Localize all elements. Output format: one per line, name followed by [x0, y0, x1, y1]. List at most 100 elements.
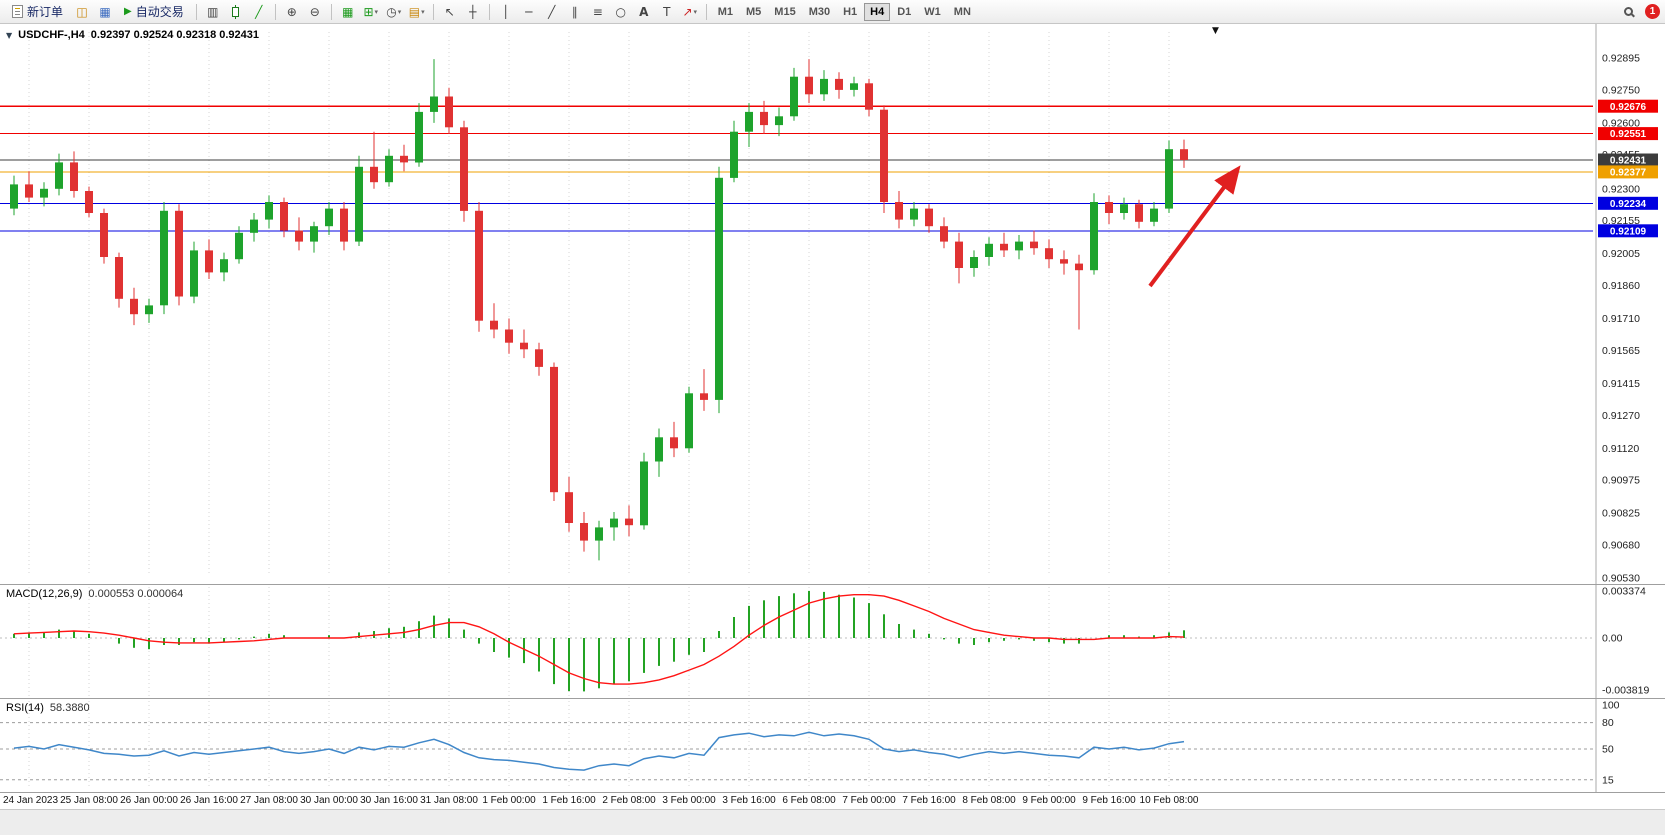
line-chart-icon: ╱	[255, 4, 263, 19]
horizontal-price-lines	[0, 105, 1593, 232]
timeframe-m1-button[interactable]: M1	[712, 3, 739, 21]
resistance-line-1-badge	[1598, 99, 1658, 113]
indicators-add-icon: ⊞	[363, 4, 374, 19]
chevron-down-icon: ▾	[374, 7, 379, 16]
line-chart-button[interactable]: ╱	[248, 2, 270, 22]
vertical-line-icon: │	[502, 4, 510, 19]
time-axis-label: 24 Jan 2023	[3, 795, 59, 806]
timeframe-w1-button[interactable]: W1	[918, 3, 947, 21]
price-axis-label: 0.90825	[1602, 508, 1640, 520]
price-axis-label: 0.91120	[1602, 443, 1639, 455]
time-axis[interactable]: 24 Jan 2023 25 Jan 08:00 26 Jan 00:00 26 Ja…	[0, 793, 1665, 809]
price-axis-label: 0.90680	[1602, 540, 1640, 552]
shapes-tool-button[interactable]: ○	[610, 2, 632, 22]
periods-button[interactable]: ◷ ▾	[383, 2, 405, 22]
channel-tool-button[interactable]: ∥	[564, 2, 586, 22]
timeframe-m5-button[interactable]: M5	[740, 3, 767, 21]
support-line-1-badge	[1598, 196, 1658, 210]
price-axis-label: 0.91710	[1602, 313, 1640, 325]
new-order-button[interactable]: 新订单	[5, 2, 70, 22]
timeframe-d1-button[interactable]: D1	[891, 3, 917, 21]
panel-splitter[interactable]	[0, 792, 1665, 793]
toolbar-separator	[195, 3, 197, 20]
rsi-panel-canvas[interactable]: 100 80 50 15	[0, 699, 1665, 792]
toolbar-separator	[705, 3, 707, 20]
crosshair-tool-button[interactable]: ┼	[462, 2, 484, 22]
zoom-out-icon: ⊖	[309, 4, 320, 19]
vertical-line-tool-button[interactable]: │	[495, 2, 517, 22]
price-chart-canvas[interactable]: 0.928950.927500.926000.924550.923000.921…	[0, 24, 1665, 584]
cursor-icon: ↖	[444, 4, 455, 19]
toolbar-separator	[274, 3, 276, 20]
fibonacci-icon: ≡	[592, 4, 603, 19]
timeframe-h1-button[interactable]: H1	[837, 3, 863, 21]
indicators-button[interactable]: ⊞ ▾	[360, 2, 382, 22]
panel-splitter[interactable]	[0, 584, 1665, 585]
chevron-down-icon: ▾	[397, 7, 402, 16]
price-axis-label: 0.92155	[1602, 215, 1640, 227]
support-line-2-badge	[1598, 224, 1658, 238]
cursor-tool-button[interactable]: ↖	[439, 2, 461, 22]
zoom-out-button[interactable]: ⊖	[304, 2, 326, 22]
horizontal-line-icon: ─	[525, 4, 533, 19]
resistance-line-2-badge	[1598, 127, 1658, 141]
chart-window-icon: ◫	[76, 4, 88, 19]
candlestick-chart-button[interactable]	[225, 2, 247, 22]
fibonacci-tool-button[interactable]: ≡	[587, 2, 609, 22]
main-toolbar: 新订单 ◫ ▦ ▶ 自动交易 ▥ ╱ ⊕ ⊖ ▦ ⊞ ▾ ◷ ▾ ▤ ▾ ↖ ┼	[0, 0, 1665, 24]
time-axis-label: 27 Jan 08:00	[240, 795, 298, 806]
horizontal-line-tool-button[interactable]: ─	[518, 2, 540, 22]
time-axis-label: 9 Feb 16:00	[1082, 795, 1136, 806]
timeframe-h4-button[interactable]: H4	[864, 2, 891, 21]
trendline-tool-button[interactable]: ╱	[541, 2, 563, 22]
svg-text:0.92676: 0.92676	[1610, 102, 1647, 113]
time-axis-label: 25 Jan 08:00	[60, 795, 118, 806]
trendline-icon: ╱	[548, 4, 556, 19]
bottom-strip	[0, 809, 1665, 835]
open-chart-button[interactable]: ◫	[71, 2, 93, 22]
zoom-in-button[interactable]: ⊕	[281, 2, 303, 22]
search-button[interactable]	[1617, 2, 1639, 22]
chevron-down-icon: ▾	[693, 7, 698, 16]
timeframe-m15-button[interactable]: M15	[768, 3, 801, 21]
macd-panel-canvas[interactable]: 0.003374 0.00 -0.003819	[0, 585, 1665, 698]
one-click-trading-arrow[interactable]: ▼	[6, 30, 13, 40]
time-axis-label: 30 Jan 00:00	[300, 795, 358, 806]
arrow-tool-icon: ↗	[682, 4, 693, 19]
panel-splitter[interactable]	[0, 698, 1665, 699]
templates-button[interactable]: ▤ ▾	[406, 2, 428, 22]
chart-window: 0.928950.927500.926000.924550.923000.921…	[0, 24, 1665, 835]
autotrading-label: 自动交易	[135, 5, 184, 19]
text-tool-button[interactable]: A	[633, 2, 655, 22]
timeframe-mn-button[interactable]: MN	[948, 3, 977, 21]
time-axis-label: 8 Feb 08:00	[962, 795, 1016, 806]
price-axis-label: 0.91565	[1602, 345, 1640, 357]
chart-shift-marker-icon[interactable]: ▼	[1212, 26, 1219, 36]
time-axis-label: 6 Feb 08:00	[782, 795, 836, 806]
rsi-axis-label: 50	[1602, 744, 1614, 756]
timeframe-group: M1 M5 M15 M30 H1 H4 D1 W1 MN	[712, 2, 977, 21]
svg-text:0.92377: 0.92377	[1610, 168, 1647, 179]
time-axis-label: 7 Feb 00:00	[842, 795, 896, 806]
clock-icon: ◷	[386, 4, 397, 19]
time-axis-label: 3 Feb 00:00	[662, 795, 716, 806]
time-axis-label: 3 Feb 16:00	[722, 795, 776, 806]
autotrading-button[interactable]: ▶ 自动交易	[117, 2, 191, 22]
toolbar-separator	[432, 3, 434, 20]
current-price-line-badge	[1598, 153, 1658, 167]
toolbar-separator	[330, 3, 332, 20]
timeframe-m30-button[interactable]: M30	[803, 3, 836, 21]
arrows-tool-button[interactable]: ↗ ▾	[679, 2, 701, 22]
label-tool-icon: T	[663, 4, 671, 19]
time-axis-label: 31 Jan 08:00	[420, 795, 478, 806]
rsi-axis-label: 15	[1602, 774, 1614, 786]
profiles-button[interactable]: ▦	[94, 2, 116, 22]
bar-chart-button[interactable]: ▥	[202, 2, 224, 22]
price-axis-label: 0.90975	[1602, 475, 1640, 487]
svg-text:0.92109: 0.92109	[1610, 226, 1647, 237]
time-axis-label: 10 Feb 08:00	[1139, 795, 1199, 806]
price-axis-label: 0.91415	[1602, 378, 1640, 390]
notification-badge[interactable]: 1	[1645, 4, 1660, 19]
tile-windows-button[interactable]: ▦	[337, 2, 359, 22]
label-tool-button[interactable]: T	[656, 2, 678, 22]
